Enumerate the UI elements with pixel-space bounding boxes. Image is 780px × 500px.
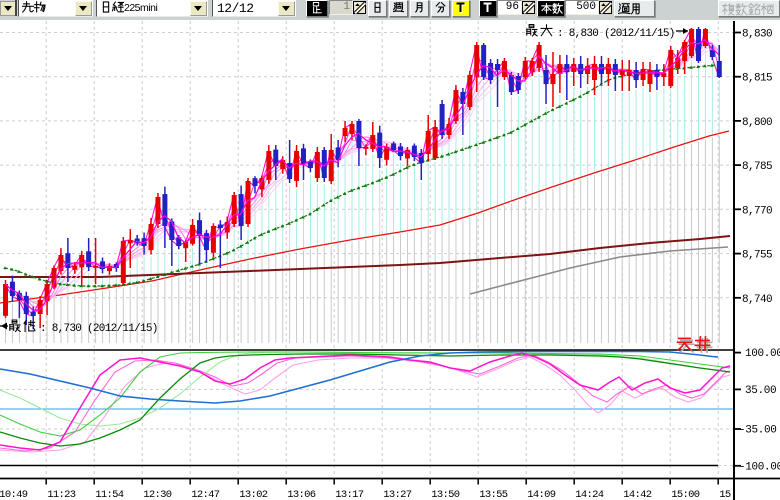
svg-text:15:10: 15:10 <box>719 489 748 500</box>
svg-text:11:23: 11:23 <box>47 489 76 500</box>
svg-text:13:50: 13:50 <box>431 489 460 500</box>
svg-text:: 8,830 (2012/11/15): : 8,830 (2012/11/15) <box>557 28 675 40</box>
svg-text:8,830: 8,830 <box>742 29 772 41</box>
svg-text:8,755: 8,755 <box>742 250 772 262</box>
svg-text:10:49: 10:49 <box>0 489 28 500</box>
svg-text:12:30: 12:30 <box>143 489 172 500</box>
svg-text:-100.00: -100.00 <box>739 461 780 473</box>
svg-text:13:55: 13:55 <box>479 489 508 500</box>
svg-text:14:24: 14:24 <box>575 489 604 500</box>
svg-text:14:42: 14:42 <box>623 489 652 500</box>
svg-text:8,740: 8,740 <box>742 294 772 306</box>
svg-text:13:06: 13:06 <box>287 489 316 500</box>
svg-text:8,815: 8,815 <box>742 73 772 85</box>
svg-text:100.00: 100.00 <box>745 348 780 360</box>
svg-text:13:02: 13:02 <box>239 489 268 500</box>
svg-text:35.00: 35.00 <box>745 385 776 397</box>
svg-text:11:54: 11:54 <box>95 489 124 500</box>
svg-text:12:47: 12:47 <box>191 489 220 500</box>
svg-text:: 8,730 (2012/11/15): : 8,730 (2012/11/15) <box>40 323 158 335</box>
svg-text:13:17: 13:17 <box>335 489 364 500</box>
svg-text:8,800: 8,800 <box>742 117 772 129</box>
svg-text:15:00: 15:00 <box>671 489 700 500</box>
svg-text:8,770: 8,770 <box>742 205 772 217</box>
svg-text:14:09: 14:09 <box>527 489 556 500</box>
svg-text:-35.00: -35.00 <box>739 425 777 437</box>
svg-text:13:27: 13:27 <box>383 489 412 500</box>
svg-text:8,785: 8,785 <box>742 161 772 173</box>
